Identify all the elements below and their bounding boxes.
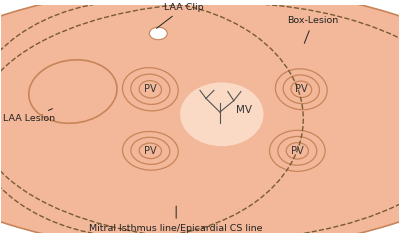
- Ellipse shape: [291, 81, 312, 97]
- Text: PV: PV: [291, 146, 304, 156]
- Text: PV: PV: [144, 146, 157, 156]
- Text: PV: PV: [295, 84, 308, 94]
- Text: LAA Lesion: LAA Lesion: [3, 109, 56, 123]
- Ellipse shape: [286, 143, 308, 159]
- Ellipse shape: [139, 143, 162, 159]
- Ellipse shape: [139, 81, 162, 98]
- Text: MV: MV: [236, 105, 252, 115]
- Text: LAA Clip: LAA Clip: [156, 3, 204, 28]
- Text: PV: PV: [144, 84, 157, 94]
- Ellipse shape: [29, 60, 117, 123]
- Ellipse shape: [149, 27, 167, 40]
- Text: Mitral Isthmus line/Epicardial CS line: Mitral Isthmus line/Epicardial CS line: [90, 206, 263, 233]
- Text: Box-Lesion: Box-Lesion: [287, 16, 339, 43]
- Ellipse shape: [180, 82, 264, 146]
